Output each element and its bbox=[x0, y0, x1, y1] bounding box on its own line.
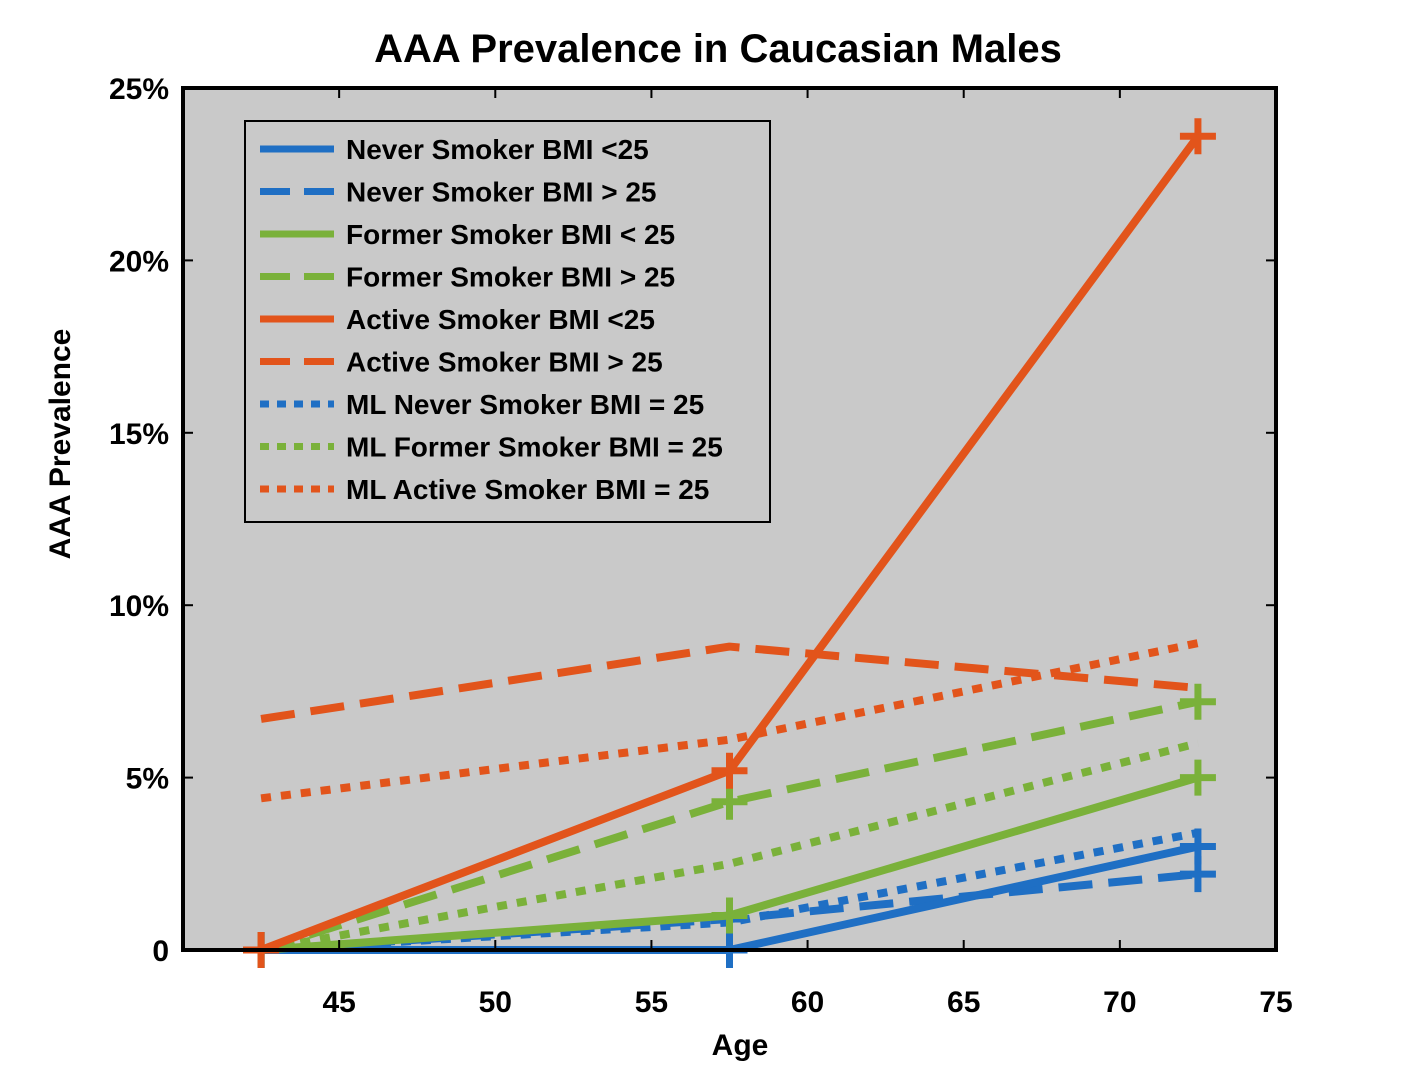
x-tick-label: 65 bbox=[947, 986, 980, 1019]
series-line-former-smoker-bmi-25 bbox=[259, 697, 1199, 954]
x-tick-label: 45 bbox=[322, 986, 355, 1019]
x-tick-label: 60 bbox=[791, 986, 824, 1019]
x-tick-label: 50 bbox=[479, 986, 512, 1019]
y-tick-label: 0 bbox=[152, 935, 169, 968]
legend-label: ML Former Smoker BMI = 25 bbox=[346, 432, 723, 463]
data-point-marker bbox=[711, 783, 748, 820]
legend-label: Former Smoker BMI > 25 bbox=[346, 262, 675, 293]
data-point-marker bbox=[1179, 828, 1216, 865]
data-point-marker bbox=[1179, 683, 1216, 720]
y-tick-label: 25% bbox=[109, 73, 169, 106]
data-point-marker bbox=[711, 897, 748, 934]
x-axis-label: Age bbox=[712, 1029, 769, 1062]
legend-label: Never Smoker BMI > 25 bbox=[346, 177, 657, 208]
data-point-marker bbox=[1179, 759, 1216, 796]
x-tick-label: 70 bbox=[1103, 986, 1136, 1019]
plot-frame bbox=[181, 86, 1278, 952]
data-point-marker bbox=[711, 752, 748, 789]
legend-label: ML Active Smoker BMI = 25 bbox=[346, 474, 709, 505]
data-point-marker bbox=[1179, 118, 1216, 155]
legend-label: Active Smoker BMI <25 bbox=[346, 304, 655, 335]
legend-label: Former Smoker BMI < 25 bbox=[346, 219, 675, 250]
legend-label: Active Smoker BMI > 25 bbox=[346, 347, 663, 378]
x-tick-label: 55 bbox=[635, 986, 668, 1019]
x-tick-label: 75 bbox=[1259, 986, 1292, 1019]
legend-label: Never Smoker BMI <25 bbox=[346, 134, 649, 165]
ticks-layer: 45 50 55 60 65 70 75 0 5% 10% 15% 20% 25% bbox=[109, 73, 1293, 1019]
chart-title: AAA Prevalence in Caucasian Males bbox=[374, 27, 1062, 71]
y-tick-label: 5% bbox=[126, 763, 169, 796]
legend-label: ML Never Smoker BMI = 25 bbox=[346, 389, 704, 420]
series-line-active-smoker-bmi-25 bbox=[260, 642, 1199, 723]
y-tick-label: 20% bbox=[109, 245, 169, 278]
y-tick-label: 10% bbox=[109, 590, 169, 623]
y-tick-label: 15% bbox=[109, 418, 169, 451]
y-axis-label: AAA Prevalence bbox=[44, 329, 77, 560]
legend: Never Smoker BMI <25 Never Smoker BMI > 2… bbox=[244, 120, 771, 523]
